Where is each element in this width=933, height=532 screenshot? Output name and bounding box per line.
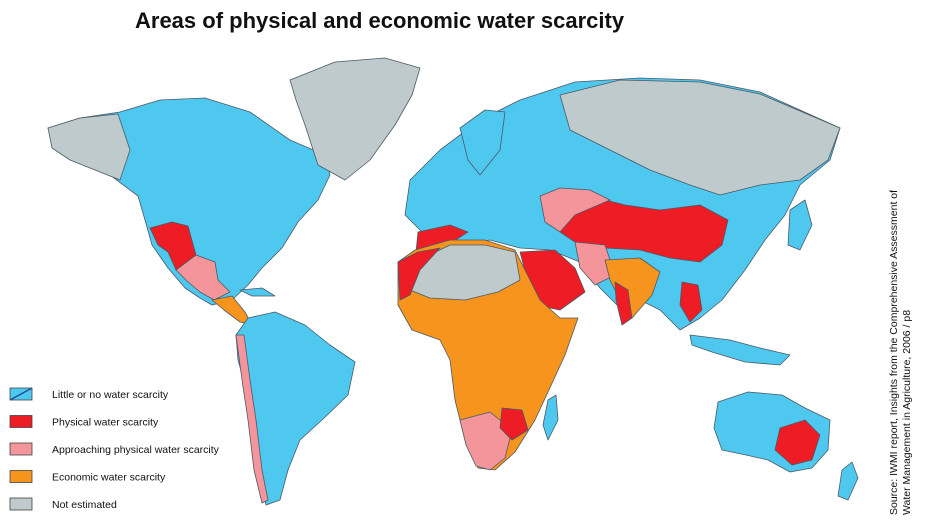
source-note: Source: IWMI report, Insights from the C…	[888, 190, 913, 515]
japan	[787, 199, 813, 251]
legend-swatch	[9, 415, 33, 428]
legend-label: Little or no water scarcity	[52, 389, 169, 401]
legend-label: Physical water scarcity	[52, 417, 159, 429]
central-asia-approach	[539, 187, 611, 233]
source-line: Source: IWMI report, Insights from the C…	[888, 190, 900, 515]
india-west	[614, 281, 633, 326]
north-africa	[397, 247, 441, 301]
australia-southeast	[774, 419, 821, 466]
legend-swatch	[9, 470, 33, 483]
mexico	[175, 254, 231, 301]
legend-swatch	[9, 497, 33, 511]
cuba	[239, 287, 276, 297]
greenland	[289, 57, 421, 181]
andes-coast	[235, 334, 269, 504]
alaska	[47, 113, 131, 181]
world-map	[47, 57, 859, 506]
map-title: Areas of physical and economic water sca…	[135, 8, 625, 33]
southern-africa	[459, 411, 513, 471]
siberia-unestimated	[559, 79, 841, 196]
legend-swatch	[9, 442, 33, 456]
india	[604, 257, 661, 319]
south-africa-red	[499, 407, 529, 441]
legend-label: Not estimated	[52, 499, 117, 511]
source-line: Water Management in Agriculture, 2006 / …	[901, 310, 913, 515]
scandinavia	[459, 109, 506, 176]
se-asia	[679, 281, 703, 323]
legend-label: Approaching physical water scarcity	[52, 444, 220, 456]
new-zealand	[837, 461, 859, 501]
legend-swatch-diagonal	[9, 387, 33, 401]
legend-label: Economic water scarcity	[52, 472, 166, 484]
indonesia	[689, 334, 791, 366]
legend: Little or no water scarcity Physical wate…	[9, 387, 220, 511]
iran	[574, 241, 616, 286]
sahara	[409, 244, 521, 301]
madagascar	[542, 394, 559, 441]
